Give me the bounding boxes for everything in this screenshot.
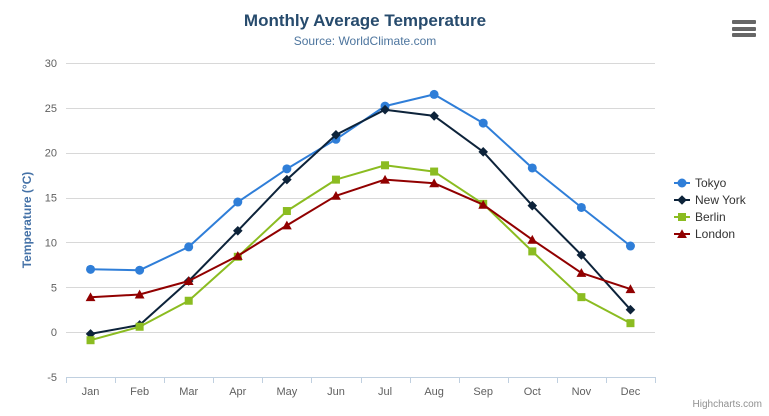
point-new-york-nov[interactable] (576, 250, 587, 260)
point-new-york-jan[interactable] (85, 329, 96, 339)
tokyo-legend-symbol (677, 178, 687, 187)
y-axis-title: Temperature (°C) (20, 171, 34, 269)
y-axis-label-25: 25 (45, 103, 57, 115)
point-berlin-jan[interactable] (86, 336, 95, 345)
chart-subtitle: Source: WorldClimate.com (293, 34, 437, 48)
point-berlin-aug[interactable] (430, 167, 439, 176)
point-tokyo-sep[interactable] (478, 118, 488, 128)
point-berlin-nov[interactable] (577, 293, 586, 302)
hamburger-menu-icon (732, 33, 756, 37)
credits-link[interactable]: Highcharts.com (692, 399, 762, 410)
y-axis-label--5: -5 (47, 372, 57, 384)
legend-item-london[interactable]: London (674, 225, 746, 242)
series-line-berlin (89, 164, 632, 342)
point-london-mar[interactable] (183, 276, 194, 286)
point-new-york-jul[interactable] (380, 104, 390, 115)
y-axis-label-15: 15 (45, 193, 57, 205)
point-tokyo-jan[interactable] (86, 264, 96, 274)
x-axis-label-mar: Mar (179, 386, 198, 398)
point-tokyo-dec[interactable] (625, 241, 635, 251)
series-line-tokyo (89, 93, 632, 272)
point-london-sep[interactable] (478, 199, 489, 209)
point-new-york-oct[interactable] (527, 200, 538, 211)
berlin-legend-marker-icon (674, 212, 690, 221)
x-axis-label-nov: Nov (572, 386, 592, 398)
legend-label-tokyo: Tokyo (695, 175, 727, 190)
point-london-jan[interactable] (85, 292, 96, 302)
point-new-york-apr[interactable] (232, 225, 243, 236)
point-tokyo-feb[interactable] (135, 265, 145, 275)
export-menu-button[interactable] (732, 20, 756, 37)
new-york-legend-marker-icon (674, 194, 690, 205)
series-line-new-york (89, 108, 632, 335)
point-berlin-mar[interactable] (184, 296, 193, 305)
legend-label-new-york: New York (695, 192, 746, 207)
point-london-may[interactable] (281, 220, 292, 230)
point-tokyo-aug[interactable] (429, 89, 439, 99)
point-london-dec[interactable] (625, 284, 636, 294)
point-berlin-may[interactable] (282, 207, 291, 216)
x-axis-label-jan: Jan (82, 386, 100, 398)
y-axis-label-20: 20 (45, 148, 57, 160)
hamburger-menu-icon (732, 26, 756, 31)
legend-item-new-york[interactable]: New York (674, 191, 746, 208)
point-london-aug[interactable] (429, 178, 440, 188)
point-tokyo-may[interactable] (282, 164, 292, 174)
point-tokyo-oct[interactable] (527, 163, 537, 173)
new-york-legend-symbol (677, 194, 687, 205)
point-tokyo-nov[interactable] (576, 202, 586, 212)
point-new-york-may[interactable] (282, 174, 292, 185)
point-new-york-aug[interactable] (429, 111, 439, 121)
legend-label-london: London (695, 226, 736, 241)
y-axis-label-10: 10 (45, 237, 57, 249)
x-axis-label-dec: Dec (621, 386, 641, 398)
x-axis-label-oct: Oct (524, 386, 541, 398)
x-axis-label-may: May (276, 386, 297, 398)
y-axis-label-5: 5 (51, 282, 57, 294)
x-axis-label-sep: Sep (473, 386, 493, 398)
legend-item-tokyo[interactable]: Tokyo (674, 174, 746, 191)
point-berlin-dec[interactable] (626, 319, 635, 328)
point-berlin-oct[interactable] (528, 247, 537, 256)
point-berlin-feb[interactable] (135, 322, 144, 331)
point-london-nov[interactable] (576, 268, 587, 277)
x-axis-label-feb: Feb (130, 386, 149, 398)
point-london-jun[interactable] (331, 190, 341, 200)
berlin-legend-symbol (678, 212, 686, 221)
y-axis-label-30: 30 (45, 58, 57, 70)
chart-title: Monthly Average Temperature (243, 11, 487, 30)
legend-label-berlin: Berlin (695, 209, 726, 224)
series-line-london (89, 178, 632, 299)
point-new-york-sep[interactable] (478, 147, 489, 157)
point-berlin-jul[interactable] (381, 161, 390, 170)
london-legend-symbol (677, 228, 687, 238)
hamburger-menu-icon (732, 20, 756, 24)
point-new-york-dec[interactable] (625, 304, 636, 315)
x-axis-label-jul: Jul (378, 386, 392, 398)
point-london-jul[interactable] (380, 174, 390, 184)
point-tokyo-mar[interactable] (184, 242, 194, 252)
x-axis-label-jun: Jun (327, 386, 345, 398)
london-legend-marker-icon (674, 228, 690, 238)
point-berlin-jun[interactable] (331, 175, 340, 184)
point-tokyo-apr[interactable] (233, 197, 243, 207)
point-london-feb[interactable] (134, 289, 145, 299)
point-london-oct[interactable] (527, 234, 538, 244)
legend: Tokyo New York Berlin London (674, 174, 746, 242)
tokyo-legend-marker-icon (674, 178, 690, 187)
point-new-york-jun[interactable] (331, 129, 341, 140)
point-london-apr[interactable] (232, 251, 243, 260)
x-axis-label-apr: Apr (229, 386, 246, 398)
legend-item-berlin[interactable]: Berlin (674, 208, 746, 225)
y-axis-label-0: 0 (51, 327, 57, 339)
x-axis-label-aug: Aug (424, 386, 444, 398)
